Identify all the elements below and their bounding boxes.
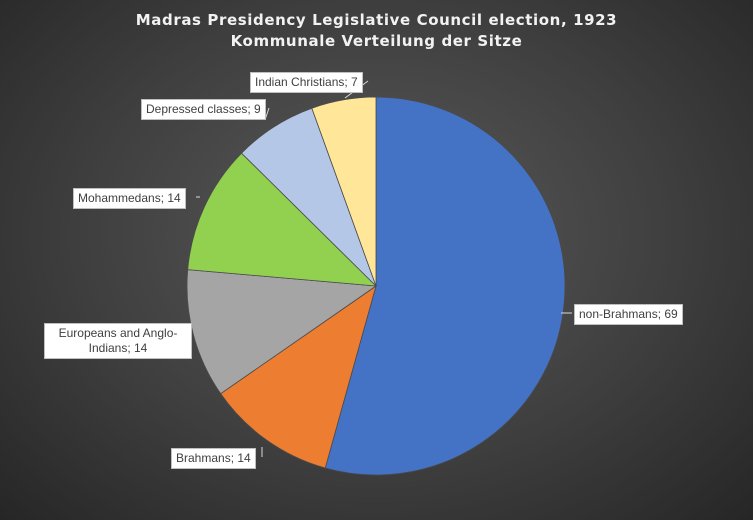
data-label-europeans-and-anglo-indians: Europeans and Anglo-Indians; 14 <box>44 323 192 359</box>
pie-slice-brahmans <box>220 285 377 469</box>
pie-slice-indian-christians <box>311 96 377 287</box>
data-label-mohammedans: Mohammedans; 14 <box>73 188 186 209</box>
data-label-indian-christians: Indian Christians; 7 <box>250 72 363 93</box>
data-label-brahmans: Brahmans; 14 <box>171 448 256 469</box>
chart-title: Madras Presidency Legislative Council el… <box>135 11 618 29</box>
chart-subtitle: Kommunale Verteilung der Sitze <box>230 32 523 50</box>
pie-slice-mohammedans <box>187 152 378 287</box>
data-label-non-brahmans: non-Brahmans; 69 <box>574 304 683 325</box>
data-label-depressed-classes: Depressed classes; 9 <box>141 99 266 120</box>
pie-slice-non-brahmans <box>324 96 566 476</box>
pie-slice-europeans-and-anglo-indians <box>186 269 378 395</box>
